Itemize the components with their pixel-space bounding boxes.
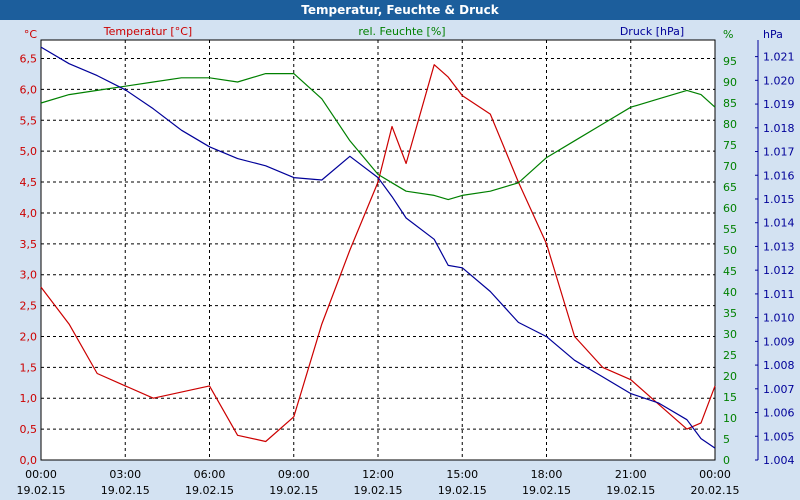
x-tick-time: 18:00 — [531, 468, 563, 481]
temp-tick-label: 1,5 — [20, 361, 38, 374]
humidity-tick-label: 70 — [723, 160, 737, 173]
humidity-unit-label: % — [723, 28, 733, 41]
x-tick-date: 19.02.15 — [522, 484, 571, 497]
pressure-axis-title: Druck [hPa] — [620, 25, 684, 38]
temp-tick-label: 0,0 — [20, 454, 38, 467]
x-tick-date: 19.02.15 — [17, 484, 66, 497]
x-tick-date: 20.02.15 — [691, 484, 740, 497]
pressure-tick-label: 1.010 — [763, 312, 795, 325]
window-title: Temperatur, Feuchte & Druck — [0, 0, 800, 20]
pressure-tick-label: 1.021 — [763, 51, 795, 64]
humidity-tick-label: 60 — [723, 202, 737, 215]
temp-tick-label: 4,0 — [20, 207, 38, 220]
humidity-tick-label: 35 — [723, 307, 737, 320]
temp-tick-label: 2,5 — [20, 300, 38, 313]
temp-tick-label: 6,0 — [20, 83, 38, 96]
pressure-line — [40, 46, 716, 449]
humidity-tick-label: 90 — [723, 76, 737, 89]
temp-tick-label: 3,5 — [20, 238, 38, 251]
pressure-tick-label: 1.016 — [763, 169, 795, 182]
humidity-tick-label: 80 — [723, 118, 737, 131]
weather-chart: 00:00 19.02.15 03:00 19.02.15 06:00 19.02.15 0… — [17, 25, 795, 497]
x-tick-time: 00:00 — [699, 468, 731, 481]
temp-tick-label: 0,5 — [20, 423, 38, 436]
temp-tick-label: 5,5 — [20, 114, 38, 127]
x-tick-date: 19.02.15 — [269, 484, 318, 497]
x-tick-time: 00:00 — [25, 468, 57, 481]
humidity-tick-label: 20 — [723, 370, 737, 383]
pressure-tick-label: 1.011 — [763, 288, 795, 301]
pressure-tick-label: 1.018 — [763, 122, 795, 135]
pressure-tick-label: 1.007 — [763, 383, 795, 396]
pressure-tick-label: 1.006 — [763, 407, 795, 420]
temp-tick-label: 1,0 — [20, 392, 38, 405]
humidity-tick-label: 5 — [723, 433, 730, 446]
pressure-tick-label: 1.017 — [763, 146, 795, 159]
x-tick-time: 03:00 — [109, 468, 141, 481]
humidity-tick-label: 10 — [723, 412, 737, 425]
x-tick-date: 19.02.15 — [354, 484, 403, 497]
pressure-tick-label: 1.009 — [763, 335, 795, 348]
pressure-tick-label: 1.012 — [763, 264, 795, 277]
pressure-tick-label: 1.015 — [763, 193, 795, 206]
x-tick-time: 21:00 — [615, 468, 647, 481]
humidity-axis-title: rel. Feuchte [%] — [358, 25, 445, 38]
humidity-tick-label: 45 — [723, 265, 737, 278]
humidity-tick-label: 50 — [723, 244, 737, 257]
humidity-tick-label: 95 — [723, 55, 737, 68]
temp-tick-label: 5,0 — [20, 145, 38, 158]
x-tick-time: 15:00 — [446, 468, 478, 481]
humidity-tick-label: 0 — [723, 454, 730, 467]
x-tick-time: 09:00 — [278, 468, 310, 481]
humidity-line — [40, 72, 716, 201]
pressure-tick-label: 1.005 — [763, 430, 795, 443]
x-tick-date: 19.02.15 — [185, 484, 234, 497]
x-tick-date: 19.02.15 — [438, 484, 487, 497]
x-tick-time: 06:00 — [194, 468, 226, 481]
humidity-tick-label: 40 — [723, 286, 737, 299]
pressure-tick-label: 1.020 — [763, 74, 795, 87]
pressure-tick-label: 1.008 — [763, 359, 795, 372]
humidity-tick-label: 25 — [723, 349, 737, 362]
humidity-tick-label: 75 — [723, 139, 737, 152]
temp-tick-label: 2,0 — [20, 330, 38, 343]
temp-unit-label: °C — [24, 28, 38, 41]
temp-tick-label: 3,0 — [20, 269, 38, 282]
pressure-tick-label: 1.014 — [763, 217, 795, 230]
humidity-tick-label: 30 — [723, 328, 737, 341]
temp-tick-label: 4,5 — [20, 176, 38, 189]
x-tick-date: 19.02.15 — [101, 484, 150, 497]
humidity-tick-label: 85 — [723, 97, 737, 110]
temperature-line — [40, 64, 716, 443]
temp-axis-title: Temperatur [°C] — [103, 25, 192, 38]
humidity-tick-label: 55 — [723, 223, 737, 236]
humidity-tick-label: 15 — [723, 391, 737, 404]
x-tick-time: 12:00 — [362, 468, 394, 481]
humidity-tick-label: 65 — [723, 181, 737, 194]
pressure-tick-label: 1.004 — [763, 454, 795, 467]
temp-tick-label: 6,5 — [20, 53, 38, 66]
x-tick-date: 19.02.15 — [606, 484, 655, 497]
pressure-tick-label: 1.019 — [763, 98, 795, 111]
pressure-tick-label: 1.013 — [763, 240, 795, 253]
pressure-unit-label: hPa — [763, 28, 783, 41]
